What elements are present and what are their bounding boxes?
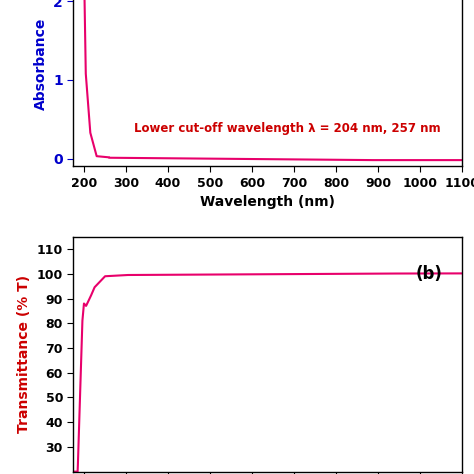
Text: (b): (b) [416, 265, 443, 283]
X-axis label: Wavelength (nm): Wavelength (nm) [201, 195, 335, 210]
Y-axis label: Transmittance (% T): Transmittance (% T) [17, 275, 31, 433]
Text: Lower cut-off wavelength λ = 204 nm, 257 nm: Lower cut-off wavelength λ = 204 nm, 257… [135, 122, 441, 135]
Y-axis label: Absorbance: Absorbance [34, 18, 48, 110]
